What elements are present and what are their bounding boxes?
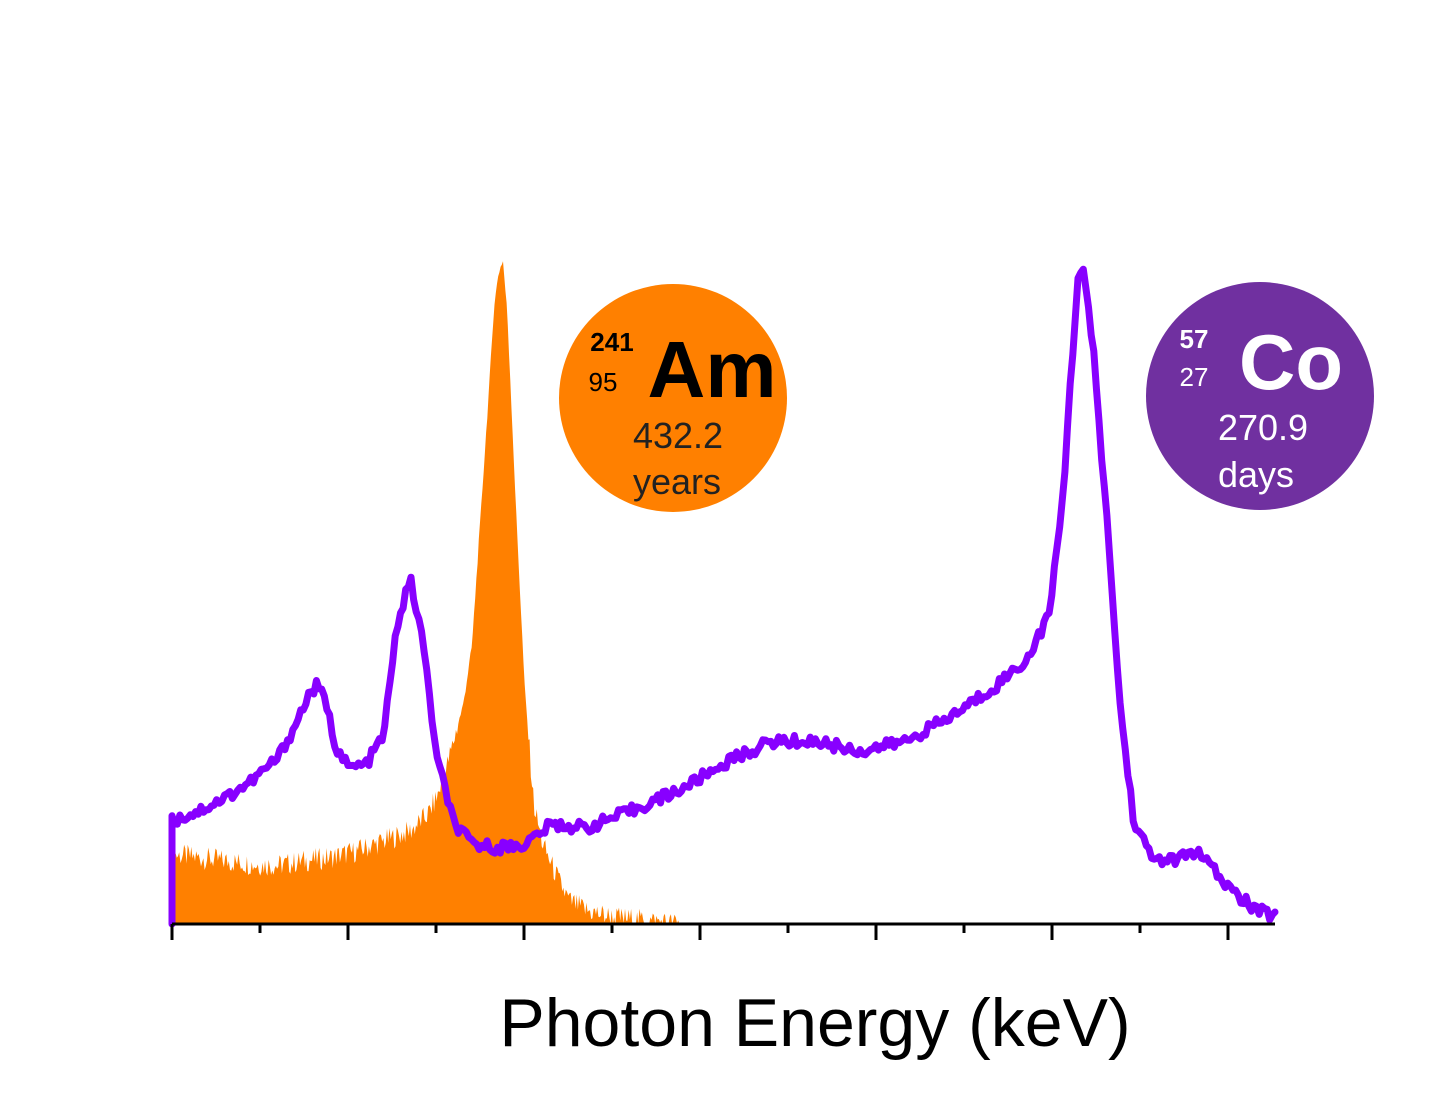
x-axis: [170, 922, 1275, 940]
am-badge-circle: [559, 284, 787, 512]
am-mass-number: 241: [590, 327, 633, 357]
co-atomic-number: 27: [1180, 362, 1209, 392]
co-badge-circle: [1146, 282, 1374, 510]
co-symbol: Co: [1239, 318, 1343, 406]
series-co57-line: [168, 265, 1279, 928]
x-axis-label: Photon Energy (keV): [499, 985, 1130, 1061]
co-half-life-unit: days: [1218, 454, 1294, 495]
am-atomic-number: 95: [589, 367, 618, 397]
am-isotope-badge: 241 95 Am 432.2 years: [559, 284, 787, 512]
co-mass-number: 57: [1180, 324, 1209, 354]
am-half-life-value: 432.2: [633, 415, 723, 456]
am-half-life-unit: years: [633, 461, 721, 502]
co-half-life-value: 270.9: [1218, 407, 1308, 448]
am-symbol: Am: [648, 325, 777, 414]
plot-area: [168, 261, 1279, 928]
co-isotope-badge: 57 27 Co 270.9 days: [1146, 282, 1374, 510]
x-axis-ticks: [170, 924, 1230, 940]
